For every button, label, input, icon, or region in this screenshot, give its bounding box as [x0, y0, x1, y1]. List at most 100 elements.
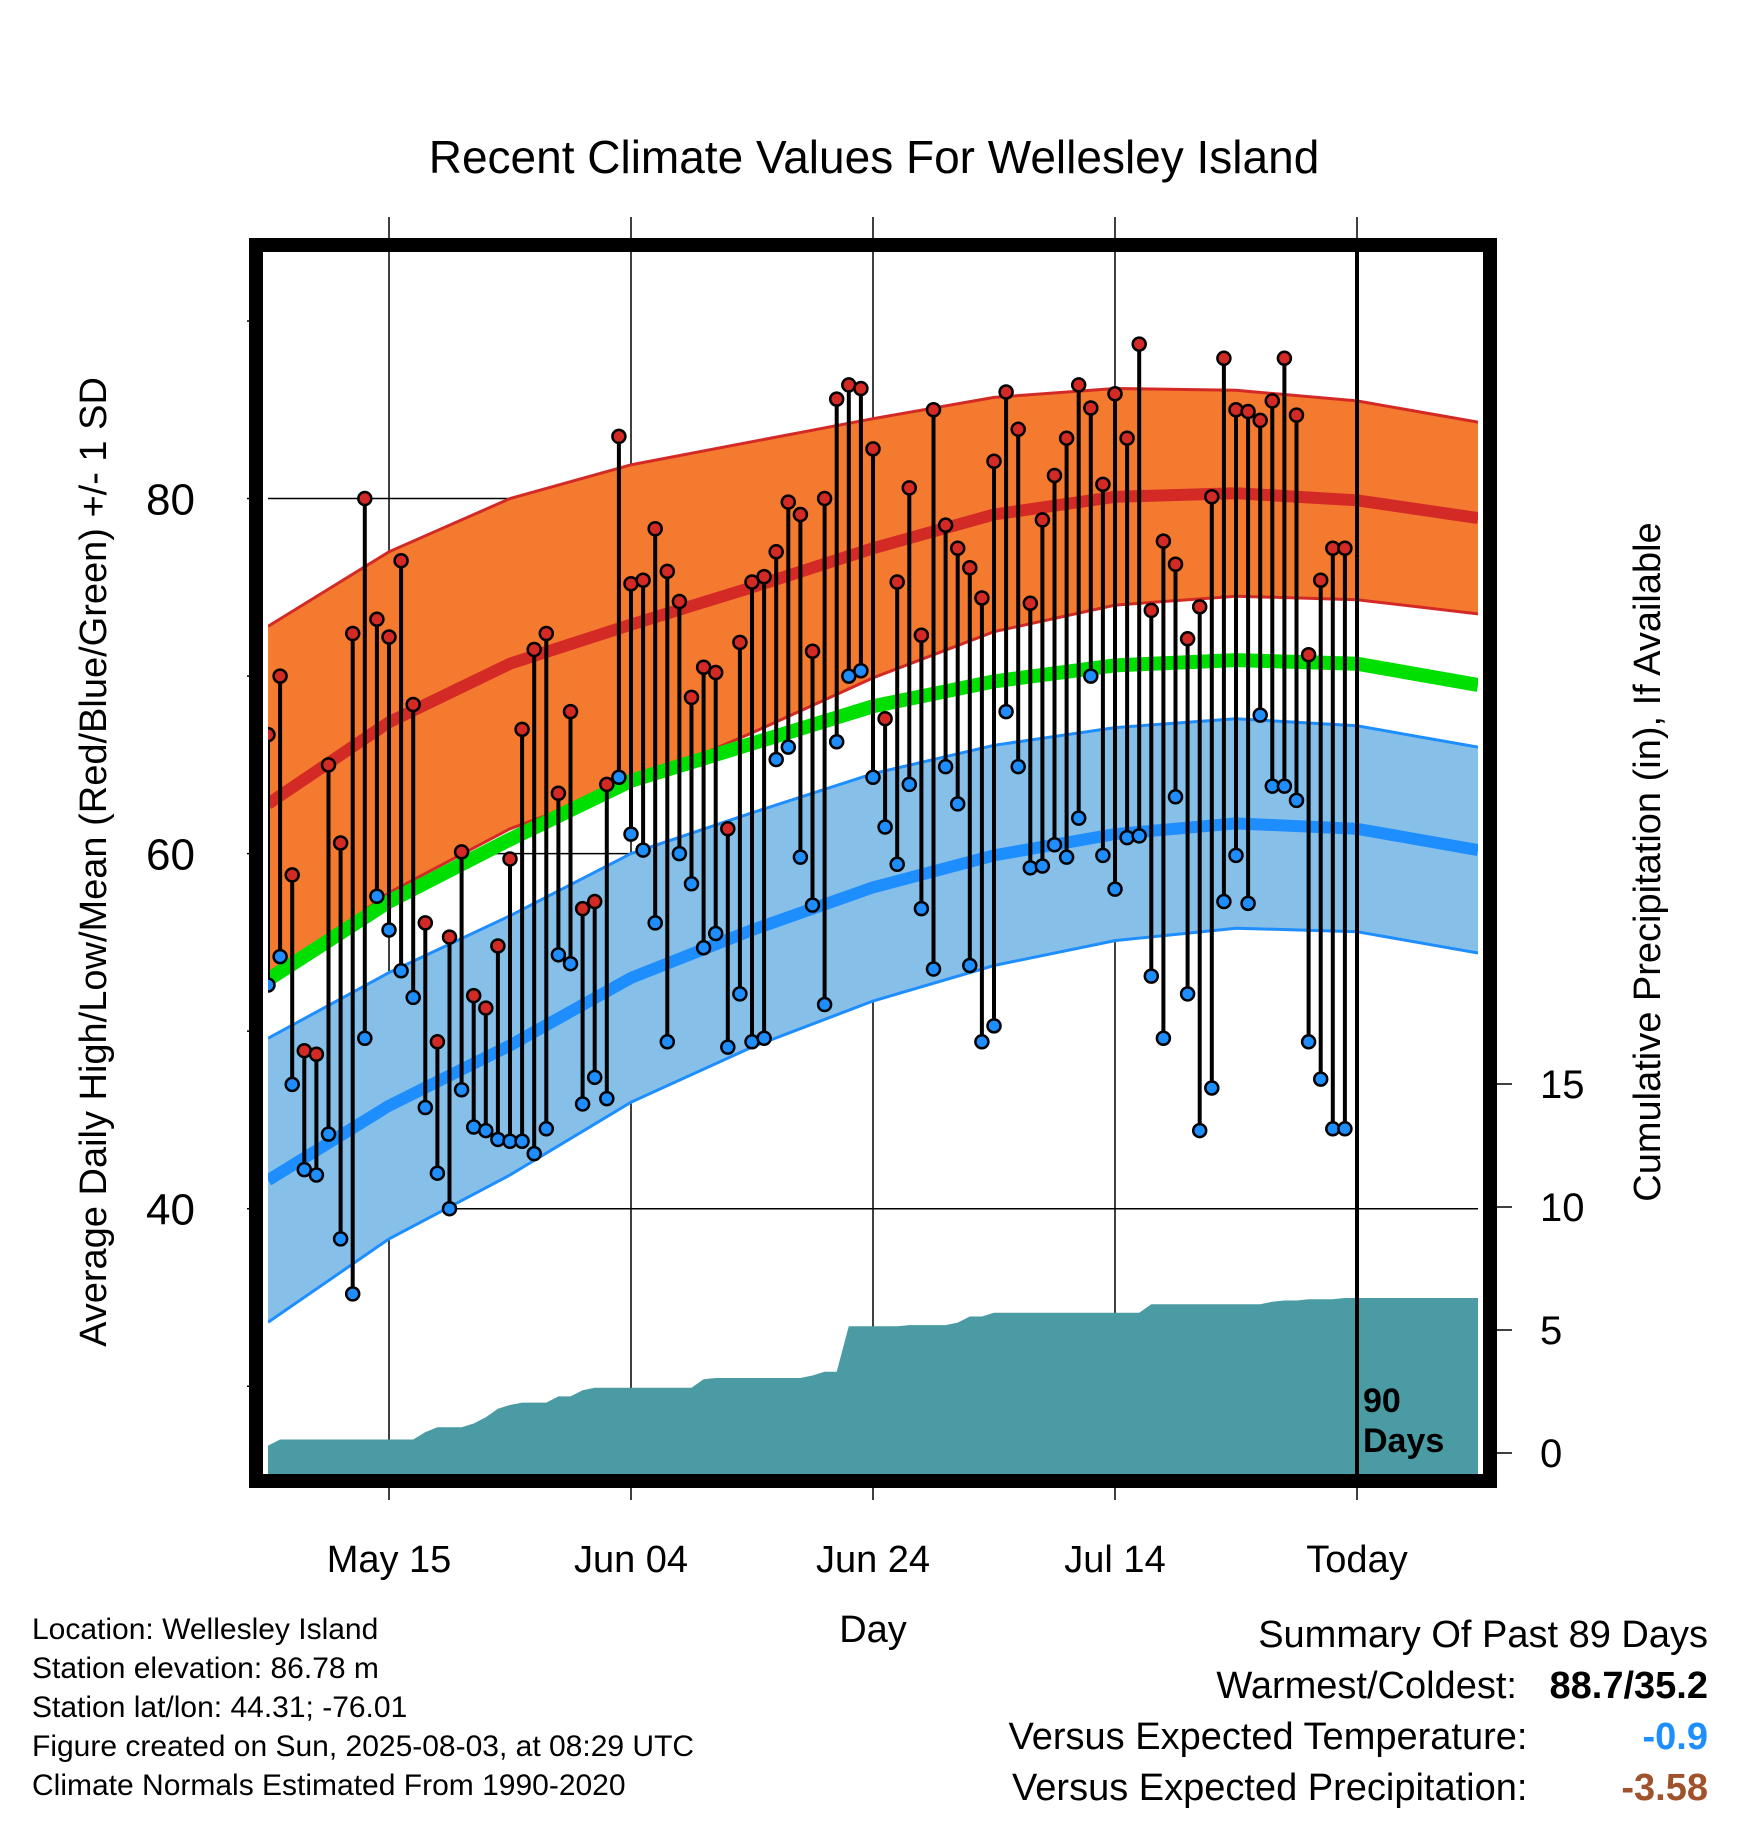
precip-versus-value: -3.58 [1621, 1767, 1708, 1809]
daily-high-point [1312, 572, 1329, 588]
daily-low-point [949, 796, 966, 812]
daily-high-point [913, 627, 930, 644]
low-sd-lower-edge [268, 926, 1478, 1324]
daily-low-point [1022, 860, 1039, 876]
daily-low-point [647, 915, 663, 931]
daily-high-point [526, 641, 542, 658]
x-tick-label: Jul 14 [1064, 1539, 1165, 1581]
daily-low-point [526, 1145, 542, 1162]
daily-high-point [611, 428, 627, 445]
daily-low-point [1240, 895, 1256, 912]
daily-low-point [611, 769, 627, 786]
daily-low-point [1288, 792, 1305, 809]
precip-cumulative-area [268, 1298, 1478, 1475]
daily-high-point [490, 938, 506, 954]
daily-low-point [720, 1039, 736, 1055]
y2-tick-label: 5 [1540, 1309, 1562, 1353]
daily-high-point [671, 593, 688, 610]
daily-low-point [320, 1126, 337, 1142]
daily-high-point [332, 835, 349, 851]
y2-tick-label: 15 [1540, 1063, 1585, 1107]
daily-low-point [1252, 707, 1268, 723]
daily-high-point [816, 490, 833, 507]
daily-low-point [792, 849, 809, 865]
summary-warmest-coldest: Warmest/Coldest: 88.7/35.2 [1009, 1661, 1708, 1712]
daily-high-point [828, 391, 845, 407]
daily-high-point [453, 844, 470, 860]
daily-high-point [1034, 512, 1051, 528]
warmest-coldest-label: Warmest/Coldest: [1216, 1665, 1517, 1707]
daily-low-point [780, 739, 797, 755]
daily-low-point [1216, 893, 1232, 910]
daily-low-point [1179, 986, 1196, 1002]
low-sd-band [268, 718, 1478, 1323]
daily-high-point [889, 574, 905, 590]
daily-low-point [1155, 1030, 1172, 1047]
daily-high-point [937, 517, 954, 533]
daily-low-point [1276, 778, 1293, 794]
y2-tick-label: 0 [1540, 1432, 1562, 1476]
daily-high-point [1083, 400, 1099, 416]
daily-high-point [393, 552, 409, 569]
daily-high-point [1167, 556, 1184, 572]
daily-high-point [647, 520, 663, 537]
y2-axis-title: Cumulative Precipitation (in), If Availa… [1627, 522, 1669, 1201]
daily-high-point [599, 776, 615, 793]
daily-low-point [1058, 849, 1075, 865]
daily-high-point [284, 867, 300, 883]
daily-low-point [417, 1099, 434, 1116]
y-tick-label: 60 [146, 831, 195, 880]
daily-low-point [998, 703, 1014, 720]
daily-high-point [574, 900, 591, 917]
daily-low-point [514, 1133, 530, 1149]
daily-high-point [986, 453, 1002, 470]
daily-high-point [865, 441, 881, 457]
daily-high-point [1337, 540, 1353, 557]
daily-low-point [1143, 968, 1160, 984]
daily-low-point [1107, 881, 1123, 897]
daily-low-point [913, 900, 930, 917]
daily-low-point [1300, 1034, 1317, 1050]
daily-low-point [538, 1121, 555, 1137]
daily-low-point [974, 1034, 990, 1050]
summary-panel: Summary Of Past 89 Days Warmest/Coldest:… [1009, 1610, 1708, 1814]
daily-high-point [1095, 476, 1111, 493]
daily-low-point [756, 1030, 772, 1047]
daily-high-point [949, 540, 966, 557]
daily-low-point [1228, 847, 1244, 864]
daily-high-point [357, 490, 373, 507]
daily-high-point [272, 668, 288, 684]
daily-low-point [1034, 858, 1051, 874]
daily-low-point [671, 845, 688, 862]
daily-high-point [683, 689, 700, 706]
daily-low-point [937, 758, 954, 775]
summary-heading: Summary Of Past 89 Days [1258, 1614, 1708, 1656]
daily-high-point [1252, 412, 1268, 429]
daily-high-point [320, 757, 337, 773]
daily-high-point [514, 721, 530, 738]
daily-low-point [1312, 1071, 1329, 1087]
daily-low-point [1167, 789, 1184, 805]
summary-temp: Versus Expected Temperature: -0.9 [1009, 1712, 1708, 1763]
y-axis-title: Average Daily High/Low/Mean (Red/Blue/Gr… [73, 377, 115, 1347]
high-sd-band [268, 388, 1478, 982]
daily-high-point [1300, 647, 1317, 663]
daily-high-point [974, 590, 990, 606]
daily-high-point [1119, 430, 1135, 446]
today-marker-days-label: Days [1363, 1422, 1444, 1460]
daily-high-point [478, 1000, 494, 1016]
daily-high-point [465, 987, 482, 1004]
daily-low-point [853, 663, 869, 679]
daily-high-point [1046, 467, 1063, 484]
daily-high-point [550, 785, 567, 802]
daily-low-point [877, 819, 893, 835]
daily-low-point [490, 1131, 506, 1148]
daily-low-point [732, 986, 748, 1002]
daily-high-point [732, 634, 748, 651]
chart-title: Recent Climate Values For Wellesley Isla… [428, 131, 1320, 183]
daily-low-point [268, 977, 276, 993]
station-location: Location: Wellesley Island [32, 1613, 379, 1646]
warmest-coldest-value: 88.7/35.2 [1549, 1665, 1708, 1707]
precip-versus-label: Versus Expected Precipitation: [1012, 1767, 1528, 1809]
